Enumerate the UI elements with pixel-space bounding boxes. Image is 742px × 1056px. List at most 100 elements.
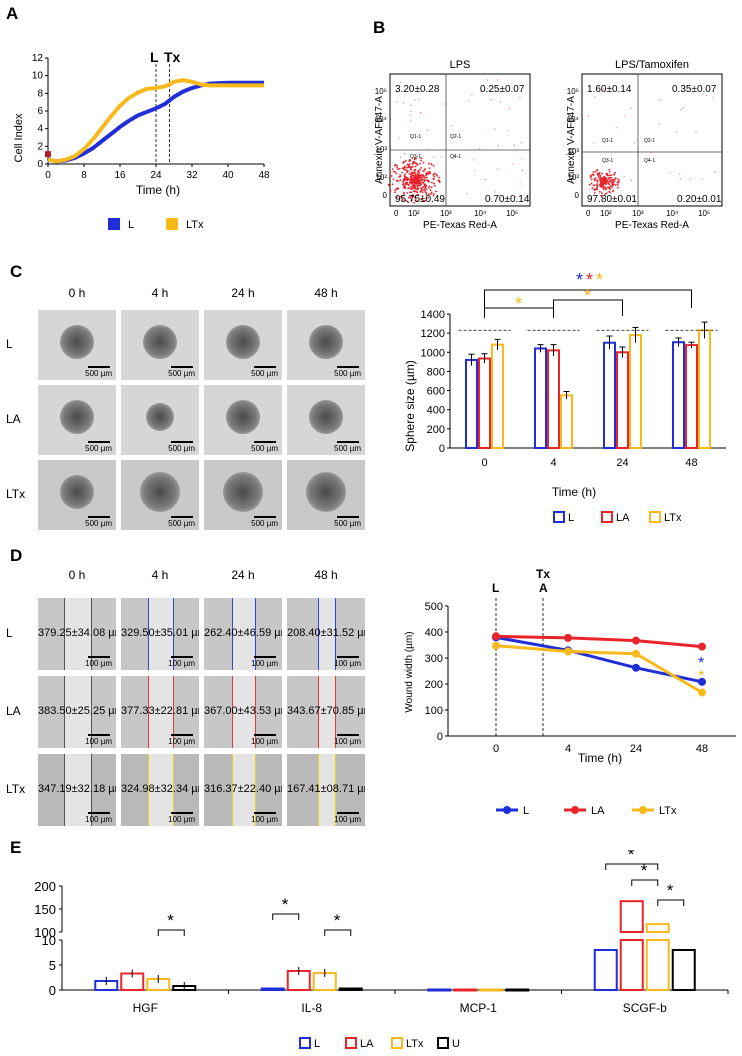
- legend-label-ltx: LTx: [186, 219, 204, 231]
- flow-event: [680, 108, 682, 110]
- flow-event: [396, 179, 399, 182]
- panel-e-bar-u: [505, 988, 530, 992]
- scale-bar: [337, 656, 359, 658]
- flow-event: [480, 90, 482, 93]
- panel-d-ytick-label: 400: [425, 627, 443, 639]
- flow-event: [593, 192, 596, 194]
- flow-event: [404, 172, 407, 174]
- flow-lps-xtick-0: 0: [394, 209, 399, 218]
- flow-event: [424, 179, 427, 182]
- micrograph-time-header: 48 h: [314, 286, 338, 300]
- scale-label: 500 µm: [334, 369, 361, 378]
- micrograph-tile: 383.50±25.25 µm 100 µm: [38, 676, 116, 748]
- flow-event: [607, 174, 609, 177]
- scale-label: 100 µm: [251, 737, 278, 746]
- flow-event: [425, 174, 427, 177]
- flow-event: [605, 183, 607, 186]
- micrograph-time-header: 48 h: [314, 568, 338, 582]
- panel-d-ytick-label: 500: [425, 601, 443, 613]
- flow-event: [596, 168, 599, 171]
- flow-event: [417, 169, 420, 172]
- legend-swatch-l: [108, 218, 120, 230]
- flow-event: [416, 178, 419, 181]
- flow-event: [396, 166, 399, 169]
- sphere: [60, 474, 94, 509]
- flow-event: [412, 190, 415, 193]
- panel-e-bar-la: [453, 988, 478, 992]
- panel-e-ytick-label: 0: [49, 983, 56, 998]
- flow-event: [415, 174, 418, 177]
- panel-c-xtick-label: 24: [616, 457, 628, 469]
- panel-d-xtick-label: 48: [696, 743, 708, 755]
- scale-label: 500 µm: [334, 519, 361, 528]
- sphere: [60, 399, 94, 434]
- panel-a-xtick-label: 16: [114, 170, 126, 181]
- panel-d-point-la: [492, 632, 500, 641]
- panel-a-xtick-label: 24: [150, 170, 162, 181]
- flow-lps-title: LPS: [450, 59, 471, 71]
- flow-lps-ytick-2: 10²: [375, 173, 387, 182]
- flow-event: [402, 102, 404, 104]
- flow-event: [422, 170, 425, 173]
- flow-event: [496, 79, 499, 81]
- panel-e-legend-swatch-l: [299, 1037, 311, 1049]
- scale-bar: [88, 516, 110, 518]
- panel-c-micrographs: 0 h 4 h 24 h 48 h L 500 µm 500 µm 500 µm 500 µm L…: [0, 286, 380, 532]
- scale-bar: [254, 734, 276, 736]
- panel-c-bar-l: [465, 358, 478, 449]
- flow-event: [396, 101, 398, 103]
- panel-c-bar-la: [547, 349, 560, 449]
- flow-event: [425, 176, 428, 179]
- flow-tam-xlabel: PE-Texas Red-A: [615, 220, 689, 230]
- flow-event: [608, 183, 610, 185]
- flow-event: [388, 177, 391, 179]
- panel-e-bracket-hgf-star: *: [167, 911, 174, 930]
- flow-event: [416, 180, 419, 183]
- flow-event: [408, 178, 411, 181]
- flow-event: [424, 186, 427, 189]
- flow-event: [435, 190, 437, 193]
- flow-event: [600, 192, 603, 195]
- flow-event: [424, 176, 426, 179]
- scale-bar: [254, 656, 276, 658]
- flow-event: [617, 184, 619, 186]
- flow-event: [442, 103, 444, 105]
- flow-event: [596, 186, 598, 189]
- micrograph-row-label: LA: [6, 704, 21, 718]
- panel-c-bar-ltx: [491, 343, 504, 449]
- panel-a-ytick-label: 8: [37, 88, 43, 99]
- flow-event: [407, 187, 409, 190]
- flow-event: [427, 180, 430, 183]
- flow-event: [432, 177, 435, 180]
- flow-tam-title: LPS/Tamoxifen: [615, 59, 689, 71]
- panel-d-star-l: *: [698, 655, 704, 672]
- flow-event: [471, 94, 473, 96]
- flow-event: [609, 174, 611, 177]
- flow-event: [425, 191, 428, 194]
- flow-lps-xtick-5: 10⁵: [506, 209, 518, 218]
- panel-e-bracket-scgf-a: [605, 863, 659, 870]
- flow-event: [420, 167, 423, 169]
- flow-event: [420, 198, 423, 201]
- flow-event: [490, 98, 492, 100]
- flow-event: [521, 169, 523, 172]
- flow-event: [468, 100, 470, 102]
- flow-lps-ytick-5: 10⁵: [375, 87, 387, 96]
- flow-event: [591, 187, 594, 190]
- flow-event: [438, 176, 441, 179]
- flow-tam-xtick-5: 10⁵: [698, 209, 710, 218]
- wound-width-label: 383.50±25.25 µm: [38, 704, 116, 717]
- flow-event: [428, 148, 430, 150]
- legend-label-l: L: [128, 219, 134, 231]
- micrograph-tile: 500 µm: [38, 460, 116, 530]
- flow-event: [418, 173, 420, 176]
- flow-event: [429, 189, 432, 192]
- flow-tam-ytick-5: 10⁵: [567, 87, 579, 96]
- flow-event: [420, 157, 423, 160]
- flow-event: [433, 182, 435, 185]
- scale-bar: [171, 812, 193, 814]
- panel-c-star-l: *: [576, 270, 583, 290]
- micrograph-tile: 500 µm: [38, 310, 116, 380]
- flow-event: [426, 172, 429, 175]
- wound-width-label: 379.25±34.08 µm: [38, 626, 116, 639]
